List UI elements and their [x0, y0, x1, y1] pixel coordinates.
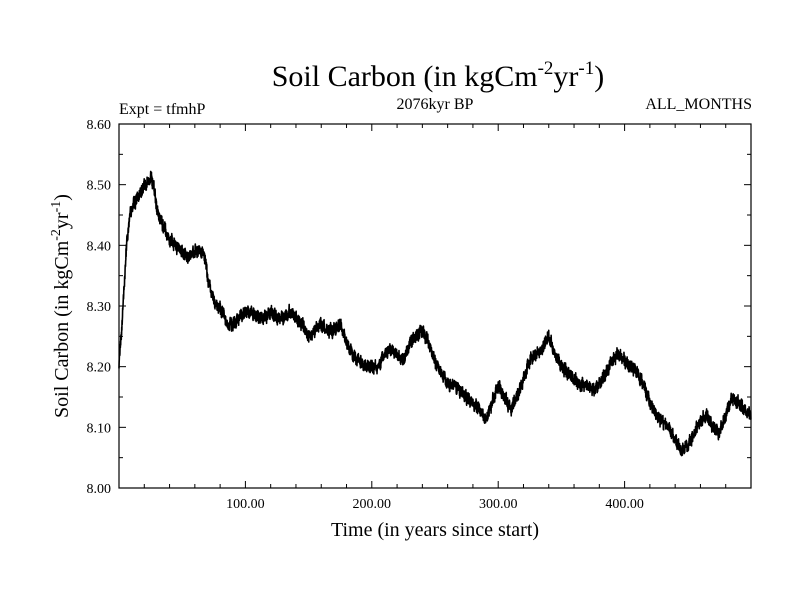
x-tick-label: 300.00: [479, 497, 518, 512]
y-axis-label: Soil Carbon (in kgCm-2yr-1): [49, 194, 73, 418]
plot-frame: [118, 123, 752, 489]
x-tick-label: 200.00: [353, 497, 392, 512]
y-tick-label: 8.00: [87, 482, 112, 497]
x-axis: 100.00 200.00 300.00 400.00: [143, 124, 727, 512]
chart-title: Soil Carbon (in kgCm-2yr-1): [272, 58, 605, 93]
soil-carbon-series-line: [118, 170, 752, 457]
y-axis: 8.00 8.10 8.20 8.30 8.40 8.50 8.60: [87, 118, 751, 497]
y-tick-label: 8.30: [87, 300, 112, 315]
experiment-label: Expt = tfmhP: [119, 101, 205, 118]
x-tick-label: 400.00: [605, 497, 644, 512]
season-label: ALL_MONTHS: [645, 96, 752, 113]
y-tick-label: 8.10: [87, 421, 112, 436]
y-tick-label: 8.40: [87, 239, 112, 254]
y-tick-label: 8.50: [87, 179, 112, 194]
x-tick-label: 100.00: [226, 497, 265, 512]
chart-subtitle: 2076kyr BP: [397, 96, 474, 113]
y-tick-label: 8.20: [87, 361, 112, 376]
y-tick-label: 8.60: [87, 118, 112, 133]
x-axis-label: Time (in years since start): [331, 519, 539, 541]
